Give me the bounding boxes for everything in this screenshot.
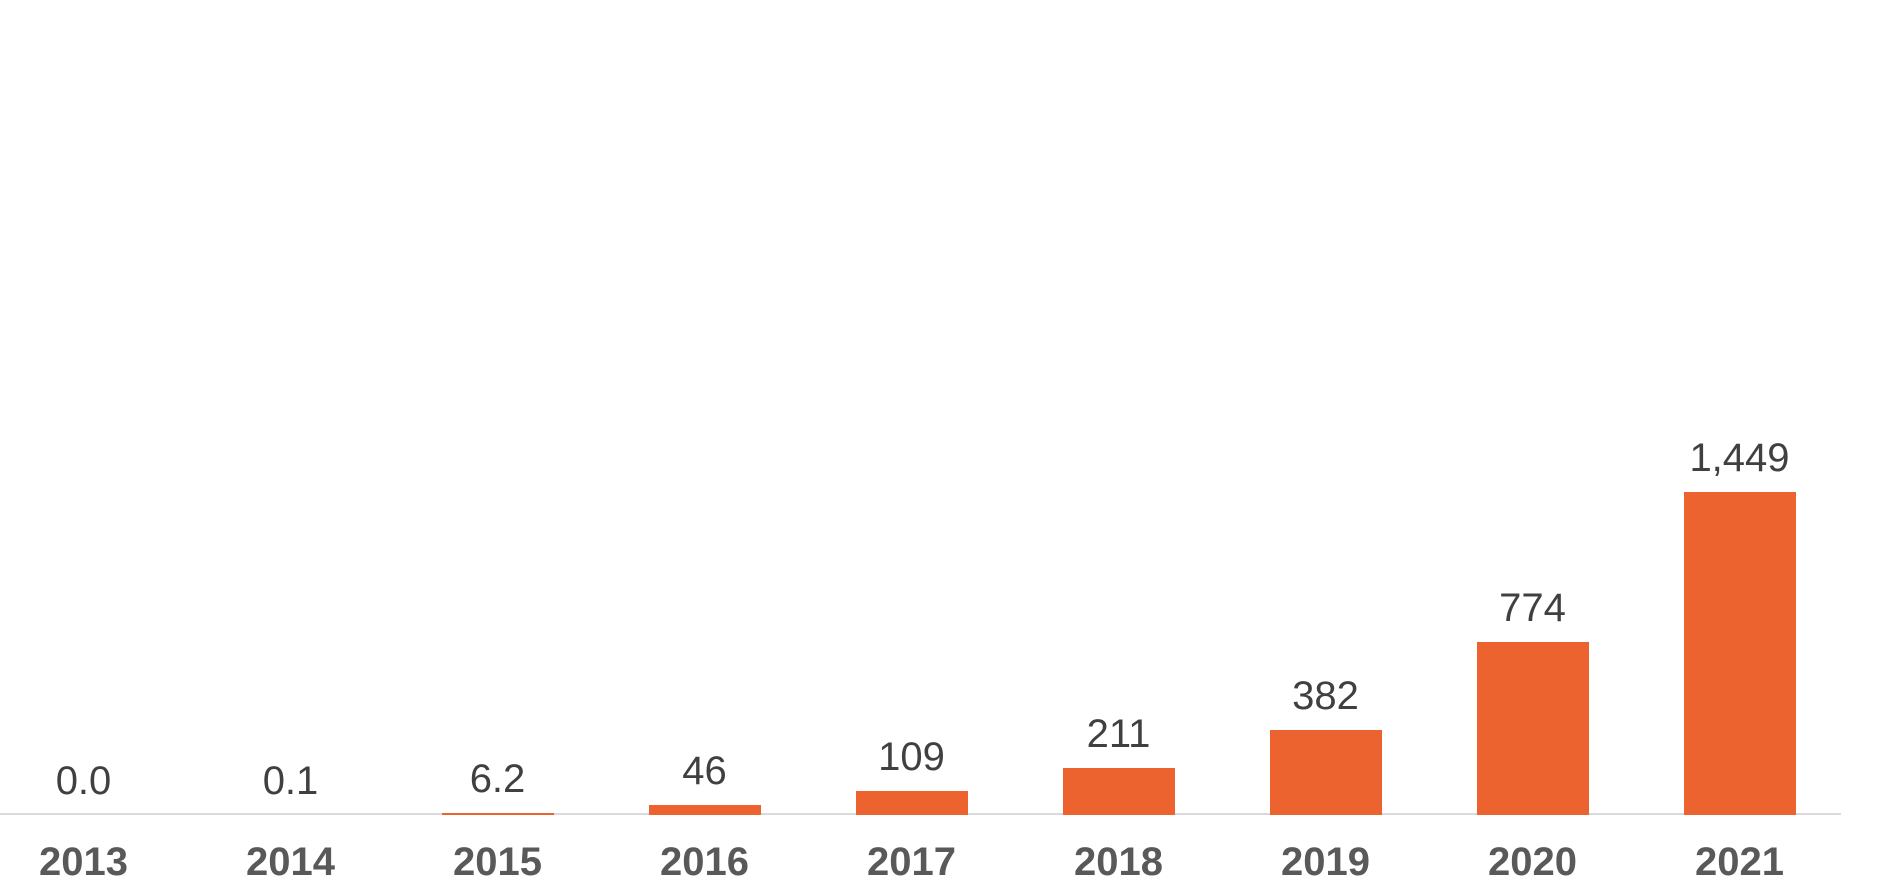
bar-2021 bbox=[1683, 492, 1796, 815]
bar-2018 bbox=[1062, 768, 1175, 815]
bar-group-2021: 1,449 bbox=[1636, 0, 1843, 815]
x-tick-2020: 2020 bbox=[1488, 840, 1577, 884]
bar-group-2013: 0.0 bbox=[0, 0, 187, 815]
bar-2020 bbox=[1476, 642, 1589, 815]
bar-value-label: 774 bbox=[1499, 586, 1566, 630]
x-tick-2021: 2021 bbox=[1695, 840, 1784, 884]
x-tick-2018: 2018 bbox=[1074, 840, 1163, 884]
bar-value-label: 0.0 bbox=[55, 759, 112, 803]
bar-value-label: 0.1 bbox=[262, 759, 319, 803]
bar-group-2019: 382 bbox=[1222, 0, 1429, 815]
x-axis-tick-row: 2013 2014 2015 2016 2017 2018 2019 2020 2021 bbox=[0, 838, 1843, 886]
x-tick-2014: 2014 bbox=[246, 840, 335, 884]
bar-value-label: 6.2 bbox=[469, 757, 526, 801]
x-tick-2013: 2013 bbox=[39, 840, 128, 884]
bar-2015 bbox=[441, 813, 554, 815]
x-tick-2016: 2016 bbox=[660, 840, 749, 884]
bar-value-label: 211 bbox=[1086, 712, 1151, 756]
bar-group-2018: 211 bbox=[1015, 0, 1222, 815]
bar-group-2020: 774 bbox=[1429, 0, 1636, 815]
x-tick-2015: 2015 bbox=[453, 840, 542, 884]
bar-2016 bbox=[648, 805, 761, 815]
bar-group-2015: 6.2 bbox=[394, 0, 601, 815]
plot-area: 0.0 0.1 6.2 46 109 211 382 774 1,449 bbox=[0, 0, 1843, 815]
bar-2019 bbox=[1269, 730, 1382, 815]
bar-group-2014: 0.1 bbox=[187, 0, 394, 815]
x-tick-2017: 2017 bbox=[867, 840, 956, 884]
bar-value-label: 46 bbox=[682, 749, 727, 793]
bar-group-2017: 109 bbox=[808, 0, 1015, 815]
bar-group-2016: 46 bbox=[601, 0, 808, 815]
bar-value-label: 1,449 bbox=[1689, 436, 1790, 480]
bar-value-label: 109 bbox=[878, 735, 945, 779]
x-tick-2019: 2019 bbox=[1281, 840, 1370, 884]
bar-value-label: 382 bbox=[1292, 674, 1359, 718]
bar-2017 bbox=[855, 791, 968, 815]
